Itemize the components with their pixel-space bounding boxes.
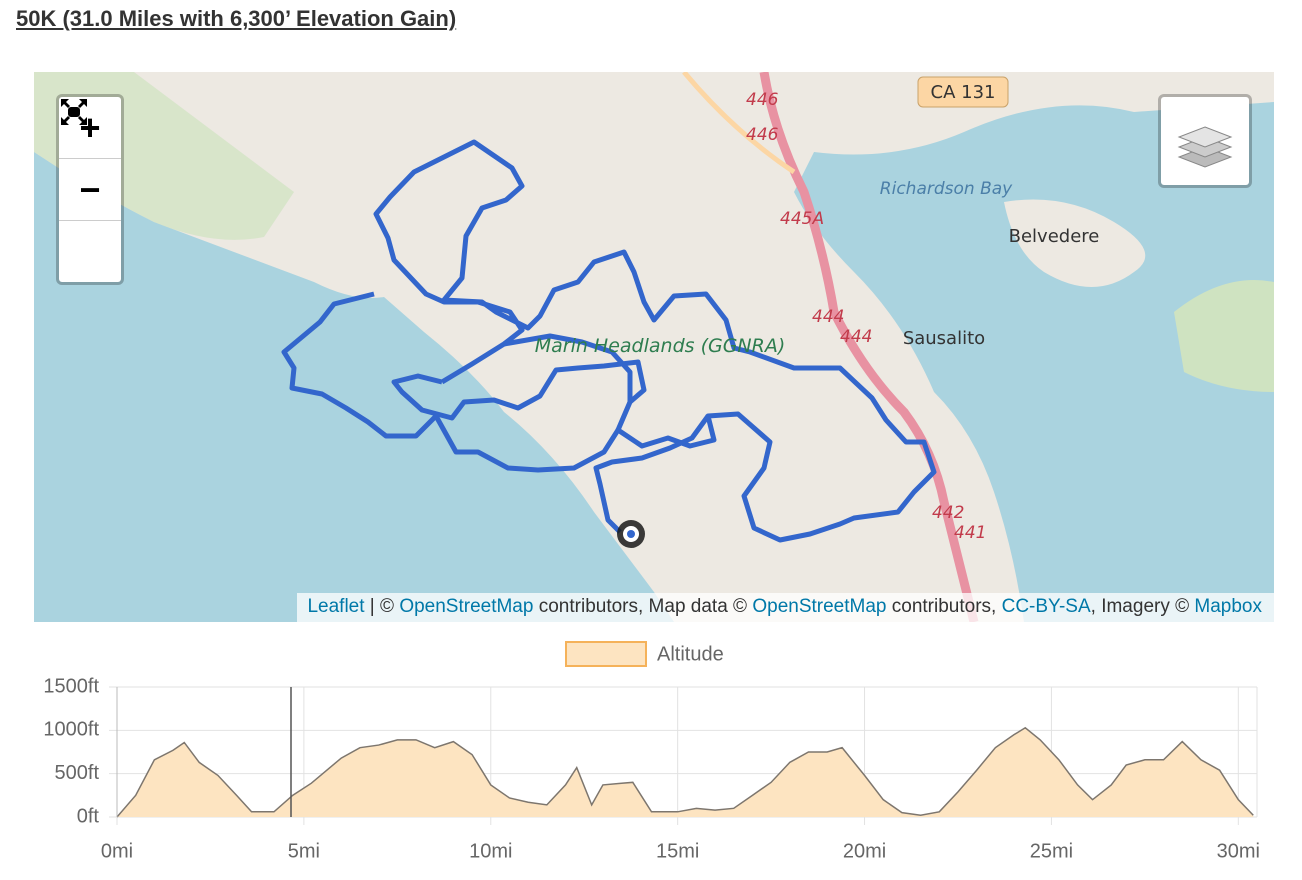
map-label: Marin Headlands (GGNRA): [535, 335, 786, 357]
map-tiles: CA 131 446 446 445A 444 444 442 441 Rich…: [34, 72, 1274, 622]
route: [373, 139, 937, 543]
attribution-link[interactable]: OpenStreetMap: [399, 596, 534, 617]
map-label: CA 131: [931, 82, 996, 103]
y-tick-label: 1000ft: [43, 719, 99, 741]
attribution-text: , Imagery ©: [1090, 596, 1195, 617]
x-tick-label: 20mi: [843, 840, 886, 862]
map-label: 446: [746, 125, 779, 145]
legend-swatch: [565, 641, 647, 667]
x-tick-label: 10mi: [469, 840, 512, 862]
fullscreen-icon: [61, 99, 87, 125]
zoom-in-button[interactable]: +: [59, 97, 121, 159]
attribution-text: contributors,: [886, 596, 1002, 617]
y-tick-label: 0ft: [77, 805, 100, 827]
route-marker: [627, 530, 635, 538]
x-tick-label: 30mi: [1217, 840, 1260, 862]
map-label: 444: [812, 307, 844, 327]
attribution-link[interactable]: OpenStreetMap: [752, 596, 887, 617]
area-fill: [117, 727, 1254, 817]
map-attribution: Leaflet | © OpenStreetMap contributors, …: [297, 593, 1274, 622]
route: [593, 414, 711, 534]
map-label: 442: [932, 503, 964, 523]
attribution-text: | ©: [364, 596, 400, 617]
x-tick-label: 5mi: [288, 840, 320, 862]
altitude-chart: Altitude 0ft 500ft 1000ft 1500ft 0mi 5mi 10mi 15…: [43, 641, 1260, 862]
highway-shield: [917, 76, 1009, 108]
layers-button[interactable]: [1158, 94, 1252, 188]
attribution-link[interactable]: Leaflet: [307, 596, 365, 617]
map[interactable]: CA 131 446 446 445A 444 444 442 441 Rich…: [34, 72, 1274, 622]
legend-label: Altitude: [657, 643, 724, 665]
x-tick-label: 25mi: [1030, 840, 1073, 862]
route: [281, 291, 621, 473]
bay: [794, 102, 1274, 622]
map-label: 446: [746, 90, 779, 110]
zoom-control: + −: [56, 94, 124, 285]
zoom-out-button[interactable]: −: [59, 159, 121, 221]
altitude-line: [116, 726, 1254, 818]
y-tick-label: 500ft: [55, 762, 100, 784]
page-title: 50K (31.0 Miles with 6,300’ Elevation Ga…: [16, 6, 457, 31]
map-label: Sausalito: [903, 328, 985, 349]
attribution-link[interactable]: Mapbox: [1194, 596, 1262, 617]
y-tick-label: 1500ft: [43, 675, 99, 697]
x-tick-label: 15mi: [656, 840, 699, 862]
map-label: Richardson Bay: [880, 179, 1013, 199]
route: [503, 333, 633, 402]
road: [682, 72, 796, 175]
ocean: [34, 152, 674, 622]
attribution-link[interactable]: CC-BY-SA: [1001, 596, 1091, 617]
fullscreen-button[interactable]: [59, 99, 121, 282]
attribution-text: contributors, Map data ©: [533, 596, 753, 617]
x-tick-label: 0mi: [101, 840, 133, 862]
belvedere-land: [1004, 199, 1146, 287]
map-label: 445A: [780, 209, 824, 229]
map-label: 444: [840, 327, 872, 347]
map-label: Belvedere: [1009, 226, 1100, 247]
layers-icon: [1177, 126, 1233, 168]
map-label: 441: [954, 523, 986, 543]
angel-island: [1174, 280, 1274, 392]
